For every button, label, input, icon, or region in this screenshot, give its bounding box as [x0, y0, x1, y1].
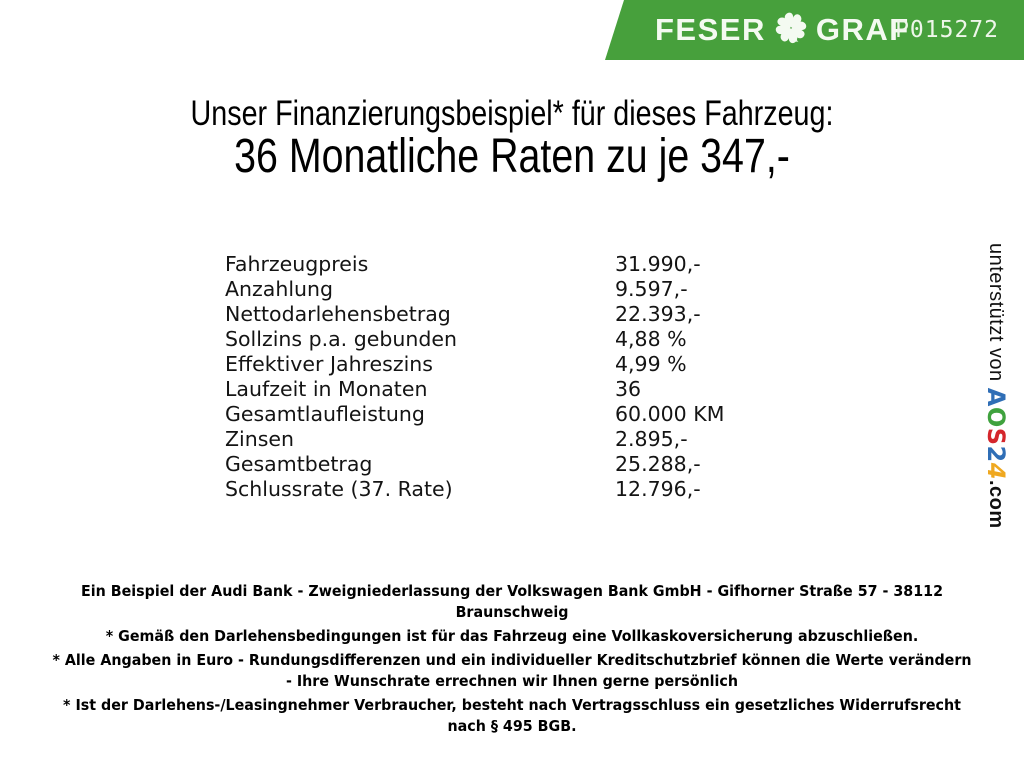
row-label: Laufzeit in Monaten — [225, 377, 428, 401]
legal-footer: Ein Beispiel der Audi Bank - Zweignieder… — [41, 581, 983, 737]
brand-word-right: GRAF — [815, 12, 910, 47]
table-row: Schlussrate (37. Rate) 12.796,- — [225, 477, 724, 502]
row-value: 4,88 % — [615, 327, 687, 351]
row-label: Schlussrate (37. Rate) — [225, 477, 453, 501]
footer-line: - Ihre Wunschrate errechnen wir Ihnen ge… — [285, 672, 739, 690]
row-label: Effektiver Jahreszins — [225, 352, 433, 376]
row-value: 4,99 % — [615, 352, 687, 376]
table-row: Anzahlung 9.597,- — [225, 277, 724, 302]
support-suffix: .com — [985, 479, 1007, 529]
row-label: Zinsen — [225, 427, 295, 451]
finance-details-table: Fahrzeugpreis 31.990,- Anzahlung 9.597,-… — [225, 252, 724, 502]
row-value: 9.597,- — [615, 277, 688, 301]
aos24-logo-letter: A — [982, 387, 1010, 407]
row-label: Gesamtbetrag — [225, 452, 373, 476]
row-label: Anzahlung — [225, 277, 334, 301]
table-row: Gesamtlaufleistung 60.000 KM — [225, 402, 724, 427]
row-value: 31.990,- — [615, 252, 701, 276]
footer-line: * Ist der Darlehens-/Leasingnehmer Verbr… — [63, 696, 961, 714]
support-badge: unterstützt von AOS24.com — [982, 243, 1010, 529]
footer-line: Braunschweig — [455, 603, 569, 621]
footer-line: nach § 495 BGB. — [447, 717, 577, 735]
row-value: 60.000 KM — [615, 402, 725, 426]
table-row: Gesamtbetrag 25.288,- — [225, 452, 724, 477]
monthly-rate-subtitle: 36 Monatliche Raten zu je 347,- — [234, 130, 790, 183]
table-row: Effektiver Jahreszins 4,99 % — [225, 352, 724, 377]
row-value: 25.288,- — [615, 452, 701, 476]
row-label: Gesamtlaufleistung — [225, 402, 425, 426]
row-label: Fahrzeugpreis — [225, 252, 369, 276]
footer-line: * Alle Angaben in Euro - Rundungsdiffere… — [52, 651, 972, 669]
offer-code: P015272 — [895, 17, 999, 43]
table-row: Zinsen 2.895,- — [225, 427, 724, 452]
finance-example-title: Unser Finanzierungsbeispiel* für dieses … — [190, 94, 834, 133]
support-prefix: unterstützt von — [985, 243, 1007, 388]
brand-word-left: FESER — [655, 12, 766, 47]
aos24-logo-letter: 2 — [982, 445, 1010, 463]
row-label: Sollzins p.a. gebunden — [225, 327, 457, 351]
footer-line: * Gemäß den Darlehensbedingungen ist für… — [105, 627, 919, 645]
table-row: Laufzeit in Monaten 36 — [225, 377, 724, 402]
row-label: Nettodarlehensbetrag — [225, 302, 451, 326]
row-value: 12.796,- — [615, 477, 701, 501]
aos24-logo-letter: 4 — [982, 462, 1010, 480]
table-row: Nettodarlehensbetrag 22.393,- — [225, 302, 724, 327]
table-row: Sollzins p.a. gebunden 4,88 % — [225, 327, 724, 352]
aos24-logo-letter: O — [982, 406, 1010, 428]
aos24-logo-letter: S — [982, 427, 1010, 446]
row-value: 2.895,- — [615, 427, 688, 451]
table-row: Fahrzeugpreis 31.990,- — [225, 252, 724, 277]
feser-graf-logo: FESER GRAF — [655, 0, 910, 60]
four-leaf-clover-icon — [775, 12, 807, 44]
footer-line: Ein Beispiel der Audi Bank - Zweignieder… — [80, 582, 944, 600]
row-value: 22.393,- — [615, 302, 701, 326]
header-banner: FESER GRAF P015272 — [605, 0, 1024, 60]
row-value: 36 — [615, 377, 642, 401]
